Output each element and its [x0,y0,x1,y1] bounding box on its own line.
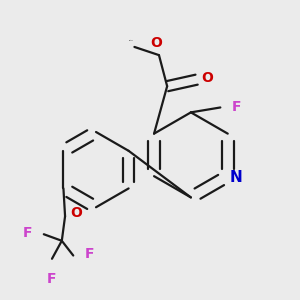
Text: N: N [230,170,242,185]
Text: O: O [70,206,82,220]
Text: F: F [85,247,94,261]
Text: F: F [47,272,57,286]
Text: F: F [232,100,241,115]
Text: methyl: methyl [129,40,134,41]
Text: O: O [150,36,162,50]
Text: O: O [202,71,213,85]
Text: F: F [23,226,32,240]
